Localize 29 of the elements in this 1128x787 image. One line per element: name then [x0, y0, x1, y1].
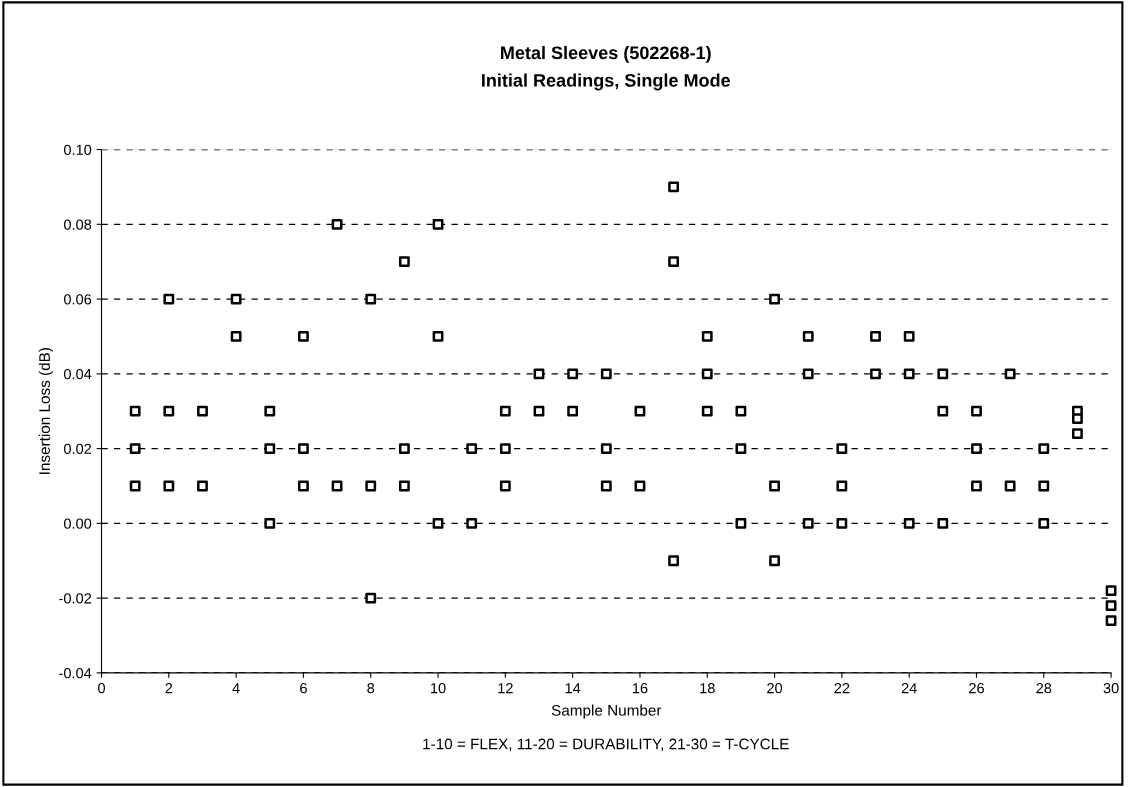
x-tick-label: 24: [901, 682, 917, 694]
chart-title: Metal Sleeves (502268-1): [501, 45, 711, 63]
y-axis-title: Insertion Loss (dB): [38, 348, 53, 474]
x-tick-label: 28: [1036, 682, 1052, 694]
text: 1-10 = FLEX, 11-20 = DURABILITY, 21-30 = T-CYCLE: [423, 738, 789, 752]
x-tick-label: 22: [834, 682, 850, 694]
y-tick-label: 0.02: [63, 443, 92, 455]
x-tick-label: 10: [431, 682, 446, 694]
y-tick-label: 0.08: [63, 219, 92, 230]
x-tick-label: 30: [1103, 682, 1119, 694]
y-tick-label: 0.10: [63, 144, 92, 155]
x-tick-label: 16: [632, 682, 648, 694]
x-tick-label: 14: [565, 683, 581, 694]
y-tick-label: 0.00: [63, 518, 92, 529]
x-tick-label: 0: [98, 682, 106, 694]
x-tick-label: 26: [969, 682, 984, 694]
y-tick-label: 0.04: [63, 368, 92, 380]
x-tick-label: 20: [767, 682, 783, 694]
chart-subtitle: Initial Readings, Single Mode: [482, 73, 731, 91]
x-tick-label: 18: [700, 682, 715, 694]
y-tick-label: -0.04: [59, 667, 92, 679]
x-tick-label: 6: [300, 682, 307, 694]
y-tick-label: -0.02: [59, 593, 92, 604]
x-tick-label: 2: [165, 682, 173, 694]
x-tick-label: 4: [232, 683, 240, 694]
x-axis-title: Sample Number: [551, 704, 662, 719]
x-tick-label: 8: [367, 682, 375, 694]
y-tick-label: 0.06: [63, 294, 92, 305]
x-tick-label: 12: [498, 682, 513, 694]
